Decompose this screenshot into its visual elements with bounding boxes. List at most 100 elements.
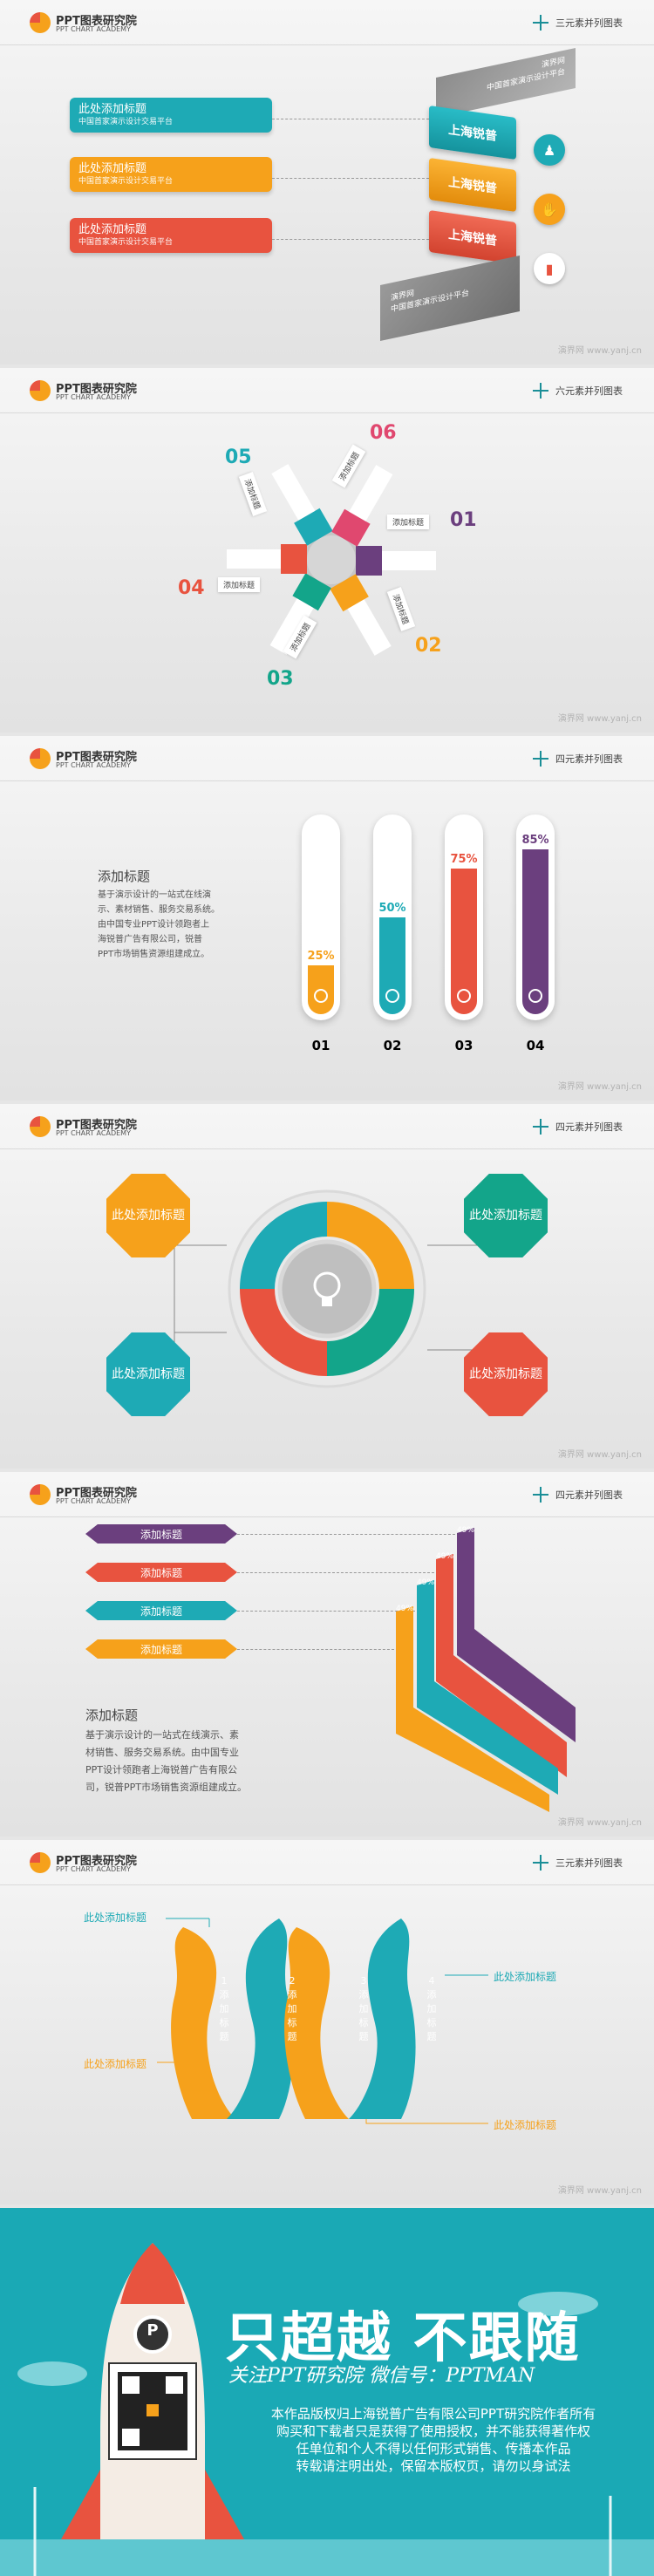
top-card: 演界网 中国首家演示设计平台 [436, 47, 576, 119]
item-sub: 中国首家演示设计交易平台 [78, 238, 174, 247]
leaf-text: 添加标题 [358, 1989, 369, 2042]
hands-icon: ✋ [534, 194, 565, 225]
watermark: 演界网 www.yanj.cn [557, 1450, 642, 1460]
tube-3: 75% [445, 814, 483, 1020]
watermark: 演界网 www.yanj.cn [557, 1082, 642, 1092]
connector [237, 1611, 415, 1612]
rocket-letter: P [146, 2321, 159, 2340]
label-4: 此处添加标题 [494, 2119, 557, 2131]
copyright-line: 转载请注明出处，保留本版权页，请勿以身试法 [296, 2458, 571, 2474]
num-02: 02 [415, 635, 442, 657]
connector [237, 1649, 394, 1650]
leaf-text: 添加标题 [219, 1989, 229, 2042]
plus-icon [533, 383, 548, 399]
item-sub: 中国首家演示设计交易平台 [78, 177, 174, 186]
brand-logo: PPT图表研究院 PPT CHART ACADEMY [30, 1482, 160, 1509]
wechat-line: 关注PPT研究院 微信号：PPTMAN [228, 2365, 535, 2387]
leaf-num: 4 [428, 1975, 435, 1987]
plus-icon [533, 1855, 548, 1871]
slide-three-elements: PPT图表研究院 PPT CHART ACADEMY 三元素并列图表 此处添加标题… [0, 0, 654, 365]
copyright-banner: P 只超越 不跟随 关注PPT研究院 微信号：PPTMAN 本作品版权归上海锐普… [0, 2208, 654, 2576]
num-01: 01 [450, 509, 477, 531]
body-line: 材销售、服务交易系统。由中国专业 [85, 1747, 239, 1758]
tube-1: 25% [302, 814, 340, 1020]
tube-pct: 50% [378, 902, 406, 915]
brand-name: PPT图表研究院 [56, 1855, 137, 1868]
body-line: 基于演示设计的一站式在线演示、素 [85, 1729, 239, 1741]
brand-logo: PPT图表研究院 PPT CHART ACADEMY [30, 378, 160, 405]
ribbon-3: 上海锐普 [429, 209, 516, 265]
tube-pct: 25% [307, 950, 335, 963]
slide-title: 四元素并列图表 [555, 1121, 623, 1133]
slide-header: PPT图表研究院 PPT CHART ACADEMY 四元素并列图表 [0, 736, 654, 781]
brand-name: PPT图表研究院 [56, 1119, 137, 1132]
item-title: 此处添加标题 [78, 223, 147, 236]
label-01: 添加标题 [387, 515, 430, 529]
gear-icon [314, 989, 328, 1003]
slide-four-tubes: PPT图表研究院 PPT CHART ACADEMY 四元素并列图表 添加标题 基… [0, 736, 654, 1101]
tube-num: 01 [311, 1038, 330, 1053]
tag-value: 49% [457, 1526, 475, 1535]
label-1: 此处添加标题 [84, 1912, 147, 1924]
body-line: 由中国专业PPT设计领跑者上 [98, 920, 210, 930]
slide-four-stairs: PPT图表研究院 PPT CHART ACADEMY 四元素并列图表 添加标题 添… [0, 1472, 654, 1837]
ribbon-2: 上海锐普 [429, 157, 516, 213]
tube-pct: 85% [521, 834, 549, 847]
slide-header: PPT图表研究院 PPT CHART ACADEMY 四元素并列图表 [0, 1472, 654, 1517]
slide-title: 六元素并列图表 [555, 385, 623, 397]
body-line: 基于演示设计的一站式在线演 [98, 890, 211, 900]
tube-fill [522, 849, 548, 1014]
brand-name: PPT图表研究院 [56, 1487, 137, 1500]
tube-2: 50% [373, 814, 412, 1020]
text-heading: 添加标题 [85, 1707, 139, 1723]
monitor-icon [385, 989, 399, 1003]
leaves-diagram [157, 1918, 488, 2124]
bottom-card: 演界网 中国首家演示设计平台 [380, 255, 520, 342]
copyright-line: 购买和下载者只是获得了使用授权，并不能获得著作权 [276, 2423, 590, 2439]
tube-pct: 75% [450, 853, 478, 866]
brand-sub: PPT CHART ACADEMY [56, 25, 131, 33]
copyright-line: 本作品版权归上海锐普广告有限公司PPT研究院作者所有 [270, 2406, 596, 2422]
tube-num: 03 [454, 1038, 473, 1053]
slide-leaves: PPT图表研究院 PPT CHART ACADEMY 三元素并列图表 此处添加标题… [0, 1840, 654, 2205]
tag-2: 添加标题 [85, 1563, 237, 1582]
body-line: 海锐普广告有限公司，锐普 [98, 935, 202, 944]
tube-num: 04 [526, 1038, 545, 1053]
text-body: 基于演示设计的一站式在线演示、素 材销售、服务交易系统。由中国专业 PPT设计领… [85, 1727, 247, 1796]
box-4: 此处添加标题 [464, 1332, 548, 1416]
body-line: PPT市场销售资源组建成立。 [98, 950, 210, 959]
people-icon: ♟ [534, 134, 565, 166]
rocket-illustration [0, 2243, 654, 2576]
plus-icon [533, 15, 548, 31]
tag-value: 49% [396, 1605, 414, 1613]
label-3: 此处添加标题 [494, 1971, 557, 1983]
box-2: 此处添加标题 [464, 1174, 548, 1257]
leaf-num: 1 [221, 1975, 228, 1987]
item-1: 此处添加标题 中国首家演示设计交易平台 [70, 98, 272, 133]
slide-title: 四元素并列图表 [555, 1489, 623, 1501]
item-3: 此处添加标题中国首家演示设计交易平台 [70, 218, 272, 253]
leaf-text: 添加标题 [426, 1989, 437, 2042]
item-sub: 中国首家演示设计交易平台 [78, 118, 174, 126]
logo-icon [30, 1116, 51, 1137]
logo-icon [30, 1852, 51, 1873]
copyright-text: 本作品版权归上海锐普广告有限公司PPT研究院作者所有 购买和下载者只是获得了使用… [228, 2405, 638, 2475]
tag-value: 49% [417, 1578, 435, 1587]
watermark: 演界网 www.yanj.cn [557, 346, 642, 356]
label-2: 此处添加标题 [84, 2058, 147, 2070]
brand-sub: PPT CHART ACADEMY [56, 761, 131, 769]
num-03: 03 [267, 668, 294, 690]
brand-sub: PPT CHART ACADEMY [56, 1129, 131, 1137]
slide-title: 三元素并列图表 [555, 17, 623, 29]
copyright-line: 任单位和个人不得以任何形式销售、传播本作品 [296, 2441, 571, 2457]
brand-sub: PPT CHART ACADEMY [56, 1865, 131, 1873]
logo-icon [30, 748, 51, 769]
pinwheel-diagram [227, 464, 436, 656]
globe-icon [528, 989, 542, 1003]
body-line: PPT设计领跑者上海锐普广告有限公 [85, 1764, 237, 1775]
logo-icon [30, 380, 51, 401]
slide-six-elements: PPT图表研究院 PPT CHART ACADEMY 六元素并列图表 01 02 … [0, 368, 654, 733]
watermark: 演界网 www.yanj.cn [557, 1818, 642, 1828]
box-1: 此处添加标题 [106, 1174, 190, 1257]
logo-icon [30, 1484, 51, 1505]
